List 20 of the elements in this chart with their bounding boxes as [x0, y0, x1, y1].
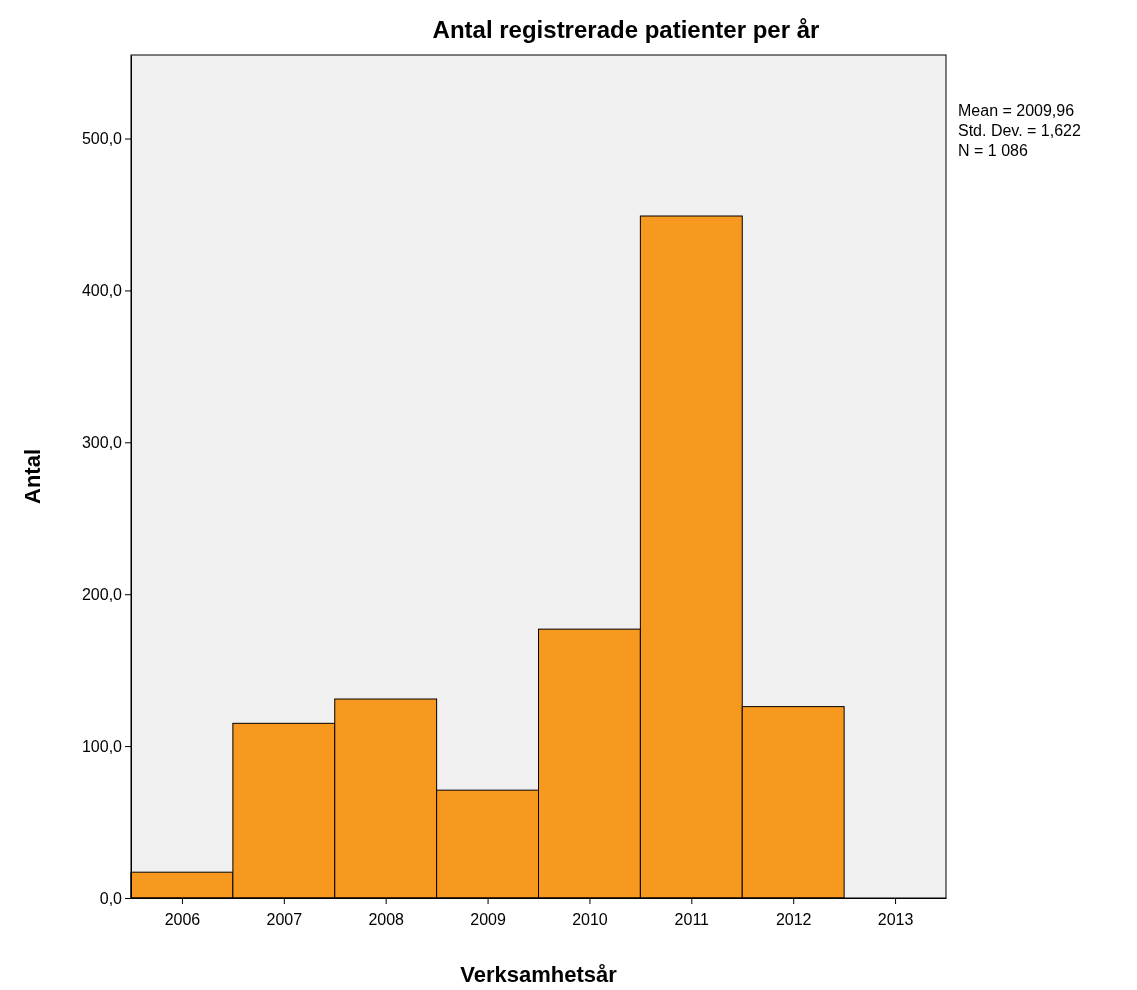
- x-tick-label: 2007: [266, 910, 303, 928]
- y-tick-label: 0,0: [99, 889, 123, 907]
- x-axis-title: Verksamhetsår: [460, 962, 618, 987]
- x-tick-label: 2008: [368, 910, 405, 928]
- text: Mean = 2009,96: [958, 102, 1075, 119]
- x-tick-label: 2006: [164, 910, 201, 928]
- x-tick-label: 2011: [674, 910, 710, 928]
- x-tick-label: 2009: [470, 910, 506, 928]
- y-tick-label: 400,0: [81, 282, 123, 300]
- y-tick-label: 100,0: [81, 737, 123, 755]
- y-tick-label: 200,0: [81, 585, 123, 603]
- text: N = 1 086: [958, 142, 1028, 159]
- x-tick-label: 2012: [775, 910, 812, 928]
- x-tick-label: 2010: [572, 910, 608, 928]
- text: Std. Dev. = 1,622: [958, 122, 1081, 139]
- x-tick-label: 2013: [877, 910, 914, 928]
- y-tick-label: 500,0: [81, 130, 123, 148]
- chart-title: Antal registrerade patienter per år: [432, 16, 820, 43]
- y-axis-title: Antal: [20, 449, 45, 504]
- y-tick-label: 300,0: [81, 433, 123, 451]
